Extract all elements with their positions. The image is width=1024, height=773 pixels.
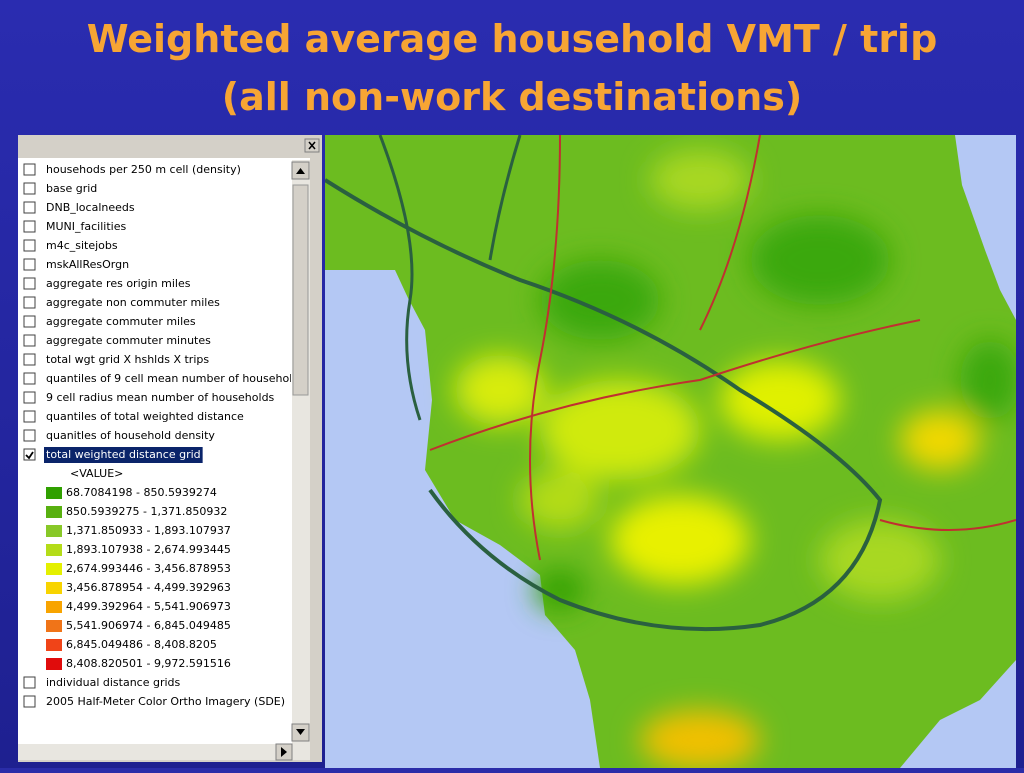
title: (all non-work destinations) xyxy=(222,75,803,119)
checkbox[interactable] xyxy=(23,239,36,252)
roads xyxy=(325,135,1016,632)
legend-swatch xyxy=(46,544,62,556)
legend-swatch xyxy=(46,639,62,651)
checkbox[interactable] xyxy=(23,676,36,689)
layer-name[interactable]: MUNI_facilities xyxy=(46,220,126,233)
layer-name[interactable]: quantiles of 9 cell mean number of house… xyxy=(46,372,305,385)
checkbox[interactable] xyxy=(23,410,36,423)
layer-name[interactable]: mskAllResOrgn xyxy=(46,258,129,271)
legend-label: 5,541.906974 - 6,845.049485 xyxy=(66,619,231,632)
title: Weighted average household VMT / trip xyxy=(87,17,938,61)
checkbox[interactable] xyxy=(23,296,36,309)
scroll-thumb[interactable] xyxy=(292,184,309,396)
layer-name[interactable]: total wgt grid X hshlds X trips xyxy=(46,353,209,366)
checkbox[interactable] xyxy=(23,391,36,404)
toc-panel: househods per 250 m cell (density) base g… xyxy=(18,135,322,762)
legend-label: 1,893.107938 - 2,674.993445 xyxy=(66,543,231,556)
layer-name[interactable]: aggregate commuter miles xyxy=(46,315,196,328)
heat xyxy=(455,150,1016,768)
legend-swatch xyxy=(46,487,62,499)
checkbox[interactable] xyxy=(23,448,36,461)
layer-name[interactable]: aggregate non commuter miles xyxy=(46,296,220,309)
checkbox[interactable] xyxy=(23,201,36,214)
close-icon xyxy=(308,141,316,150)
legend-swatch xyxy=(46,601,62,613)
legend-label: 850.5939275 - 1,371.850932 xyxy=(66,505,227,518)
legend-swatch xyxy=(46,620,62,632)
checkbox[interactable] xyxy=(23,315,36,328)
checkbox[interactable] xyxy=(23,334,36,347)
layer-name[interactable]: base grid xyxy=(46,182,97,195)
layer-name[interactable]: househods per 250 m cell (density) xyxy=(46,163,241,176)
checkbox[interactable] xyxy=(23,258,36,271)
checkbox[interactable] xyxy=(23,163,36,176)
layer-name[interactable]: total weighted distance grid xyxy=(46,448,201,461)
layer-name[interactable]: quantiles of total weighted distance xyxy=(46,410,244,423)
checkbox[interactable] xyxy=(23,220,36,233)
checkbox[interactable] xyxy=(23,277,36,290)
checkbox[interactable] xyxy=(23,372,36,385)
layer-name[interactable]: 2005 Half-Meter Color Ortho Imagery (SDE… xyxy=(46,695,285,708)
legend-swatch xyxy=(46,506,62,518)
arrow xyxy=(296,168,305,174)
arrow xyxy=(281,747,287,757)
checkbox[interactable] xyxy=(23,182,36,195)
legend-label: 3,456.878954 - 4,499.392963 xyxy=(66,581,231,594)
layer-name[interactable]: quanitles of household density xyxy=(46,429,215,442)
checkbox[interactable] xyxy=(23,429,36,442)
legend-label: 8,408.820501 - 9,972.591516 xyxy=(66,657,231,670)
h-scrollbar[interactable] xyxy=(18,744,310,760)
legend-label: 1,371.850933 - 1,893.107937 xyxy=(66,524,231,537)
map xyxy=(325,135,1016,768)
legend-label: 4,499.392964 - 5,541.906973 xyxy=(66,600,231,613)
legend-label: 2,674.993446 - 3,456.878953 xyxy=(66,562,231,575)
layer-name[interactable]: aggregate res origin miles xyxy=(46,277,191,290)
arrow xyxy=(296,729,305,735)
legend-field: <VALUE> xyxy=(70,467,123,480)
layer-name[interactable]: 9 cell radius mean number of households xyxy=(46,391,275,404)
legend-label: 68.7084198 - 850.5939274 xyxy=(66,486,217,499)
checkbox[interactable] xyxy=(23,353,36,366)
legend-swatch xyxy=(46,658,62,670)
layer-name[interactable]: m4c_sitejobs xyxy=(46,239,118,252)
legend-swatch xyxy=(46,563,62,575)
layer-list: househods per 250 m cell (density) base g… xyxy=(23,163,305,708)
layer-name[interactable]: DNB_localneeds xyxy=(46,201,135,214)
layer-name[interactable]: individual distance grids xyxy=(46,676,181,689)
legend-swatch xyxy=(46,582,62,594)
legend-swatch xyxy=(46,525,62,537)
checkbox[interactable] xyxy=(23,695,36,708)
layer-name[interactable]: aggregate commuter minutes xyxy=(46,334,211,347)
checkmark xyxy=(25,451,34,460)
selection xyxy=(44,447,203,463)
legend-label: 6,845.049486 - 8,408.8205 xyxy=(66,638,217,651)
